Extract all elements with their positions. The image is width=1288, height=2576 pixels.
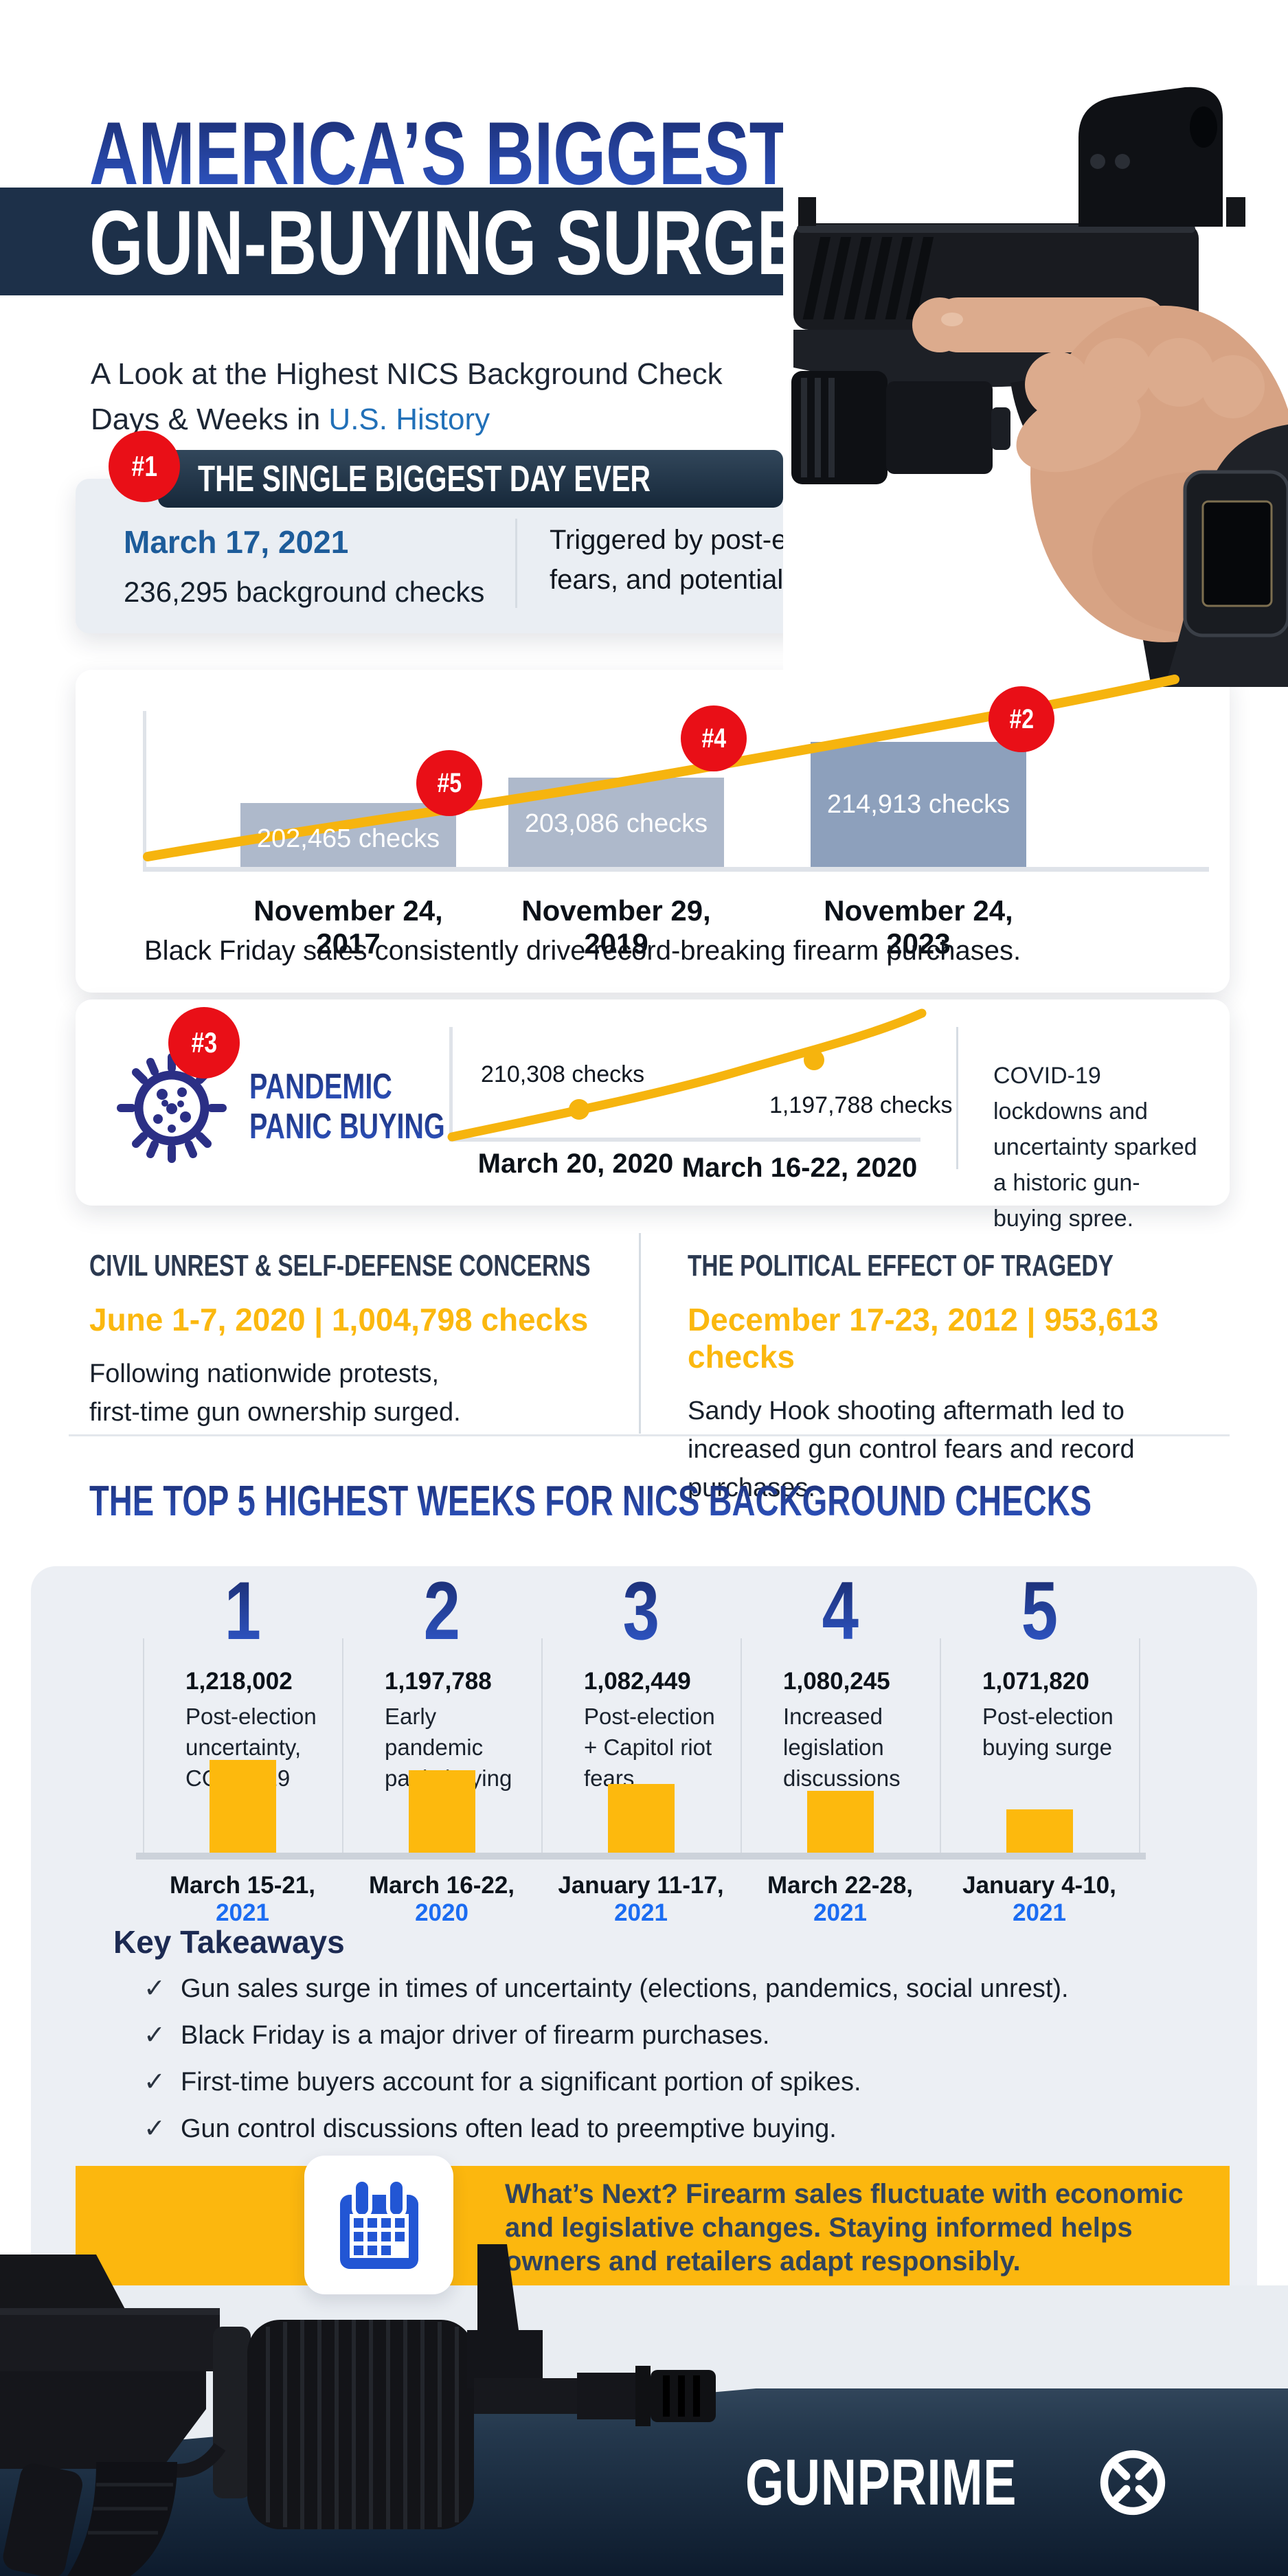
bf-label-2017: 202,465 checks — [256, 824, 440, 853]
event-civil-unrest-stat: June 1-7, 2020 | 1,004,798 checks — [89, 1302, 589, 1337]
takeaway-item-3: ✓ First-time buyers account for a signifi… — [144, 2068, 861, 2097]
pandemic-divider — [956, 1027, 958, 1169]
t5-column-3: 3 1,082,449 Post-election + Capitol riot… — [584, 1565, 715, 1791]
biggest-day-stat: 236,295 background checks — [124, 576, 485, 608]
bf-label-2023: 214,913 checks — [826, 790, 1010, 819]
event-civil-unrest: CIVIL UNREST & SELF-DEFENSE CONCERNS Jun… — [89, 1249, 611, 1432]
bf-date-2019: November 29, 2019 — [521, 894, 711, 960]
subtitle-highlight: U.S. History — [328, 403, 490, 436]
check-icon: ✓ — [144, 2114, 166, 2143]
biggest-day-header-bar: THE SINGLE BIGGEST DAY EVER — [158, 450, 783, 508]
t5-date-1: March 15-21, 2021 — [169, 1872, 316, 1926]
t5-bar-5 — [1006, 1809, 1073, 1853]
takeaways-heading: Key Takeaways — [113, 1924, 345, 1960]
event-civil-unrest-title: CIVIL UNREST & SELF-DEFENSE CONCERNS — [89, 1249, 591, 1283]
rank-1-badge: #1 — [109, 431, 180, 502]
t5-divider-1 — [342, 1638, 343, 1857]
event-tragedy-title: THE POLITICAL EFFECT OF TRAGEDY — [688, 1249, 1114, 1283]
biggest-day-left: March 17, 2021 236,295 background checks — [124, 523, 484, 609]
t5-divider-2 — [541, 1638, 543, 1857]
whats-next-text: What’s Next? Firearm sales fluctuate wit… — [505, 2179, 1184, 2276]
biggest-day-heading: THE SINGLE BIGGEST DAY EVER — [198, 458, 651, 499]
t5-divider-4 — [940, 1638, 941, 1857]
bf-y-axis — [143, 711, 146, 869]
whats-next-banner: What’s Next? Firearm sales fluctuate wit… — [76, 2166, 1230, 2285]
subtitle: A Look at the Highest NICS Background Ch… — [91, 352, 723, 442]
pistol-photo — [783, 24, 1288, 703]
pandemic-point1-label: 210,308 checks — [481, 1061, 645, 1087]
footer-brand: GUNPRIME — [745, 2444, 1171, 2521]
t5-bar-4 — [807, 1791, 874, 1853]
event-tragedy: THE POLITICAL EFFECT OF TRAGEDY December… — [688, 1249, 1230, 1507]
virus-icon — [117, 1053, 227, 1163]
calendar-icon-box — [304, 2156, 453, 2294]
subtitle-line2: Days & Weeks in U.S. History — [91, 403, 490, 436]
pandemic-point2-label: 1,197,788 checks — [769, 1092, 953, 1118]
rank-2-badge: #2 — [988, 686, 1054, 752]
biggest-day-date: March 17, 2021 — [124, 524, 349, 560]
takeaway-item-4: ✓ Gun control discussions often lead to p… — [144, 2114, 837, 2143]
check-icon: ✓ — [144, 2021, 166, 2050]
gunprime-logo-icon — [1100, 2450, 1166, 2516]
biggest-day-divider — [515, 519, 517, 608]
bf-x-axis — [143, 867, 1209, 872]
pandemic-y-axis — [449, 1027, 453, 1140]
bf-label-2019: 203,086 checks — [524, 809, 708, 838]
page-title-line2: GUN-BUYING SURGES — [89, 192, 850, 294]
takeaway-item-1: ✓ Gun sales surge in times of uncertainty… — [144, 1974, 1069, 2003]
bf-bar-2023 — [811, 742, 1026, 867]
t5-divider-0 — [143, 1638, 144, 1857]
rifle-illustration — [0, 2244, 716, 2576]
t5-column-2: 2 1,197,788 Early pandemic panic buying — [385, 1565, 512, 1791]
pandemic-line — [447, 1008, 927, 1142]
pandemic-title: PANDEMIC PANIC BUYING — [249, 1067, 445, 1146]
top5-title: THE TOP 5 HIGHEST WEEKS FOR NICS BACKGRO… — [89, 1478, 1092, 1525]
pistol-hand-illustration — [791, 87, 1288, 703]
bf-date-2017: November 24, 2017 — [253, 894, 443, 960]
calendar-icon — [339, 2177, 418, 2269]
header-navy-band — [0, 188, 893, 295]
event-tragedy-stat: December 17-23, 2012 | 953,613 checks — [688, 1302, 1159, 1375]
pandemic-date1: March 20, 2020 — [477, 1149, 674, 1179]
t5-column-4: 4 1,080,245 Increased legislation discus… — [783, 1565, 901, 1791]
t5-date-2: March 16-22, 2020 — [368, 1872, 515, 1926]
t5-divider-5 — [1139, 1638, 1140, 1857]
pandemic-date2: March 16-22, 2020 — [681, 1153, 918, 1183]
bf-caption: Black Friday sales consistently drive re… — [144, 936, 1021, 966]
takeaway-item-2: ✓ Black Friday is a major driver of firea… — [144, 2021, 770, 2050]
t5-bar-3 — [608, 1784, 675, 1853]
rank-4-badge: #4 — [681, 705, 747, 771]
t5-date-3: January 11-17, 2021 — [558, 1872, 724, 1926]
section-divider-line — [69, 1434, 1230, 1436]
t5-bar-1 — [210, 1760, 276, 1853]
t5-bar-2 — [409, 1770, 475, 1853]
subtitle-line1: A Look at the Highest NICS Background Ch… — [91, 357, 723, 391]
t5-date-4: March 22-28, 2021 — [767, 1872, 914, 1926]
bf-date-2023: November 24, 2023 — [824, 894, 1013, 960]
rank-3-badge: #3 — [168, 1007, 240, 1078]
top5-card — [31, 1566, 1257, 2285]
page-title-line1: AMERICA’S BIGGEST — [89, 103, 791, 203]
rank-5-badge: #5 — [416, 750, 482, 816]
t5-column-1: 1 1,218,002 Post-election uncertainty, C… — [185, 1565, 317, 1791]
pandemic-note: COVID-19 lockdowns and uncertainty spark… — [993, 1063, 1197, 1232]
event-tragedy-description: Sandy Hook shooting aftermath led to inc… — [688, 1397, 1135, 1502]
t5-divider-3 — [741, 1638, 742, 1857]
pandemic-card — [76, 999, 1230, 1206]
t5-column-5: 5 1,071,820 Post-election buying surge — [982, 1565, 1114, 1760]
event-civil-unrest-description: Following nationwide protests, first-tim… — [89, 1359, 461, 1427]
t5-date-5: January 4-10, 2021 — [962, 1872, 1116, 1926]
pandemic-x-axis — [449, 1138, 920, 1142]
events-divider — [639, 1233, 641, 1434]
check-icon: ✓ — [144, 1974, 166, 2003]
brand-name: GUNPRIME — [745, 2445, 1017, 2519]
check-icon: ✓ — [144, 2068, 166, 2097]
t5-baseline — [136, 1853, 1146, 1860]
